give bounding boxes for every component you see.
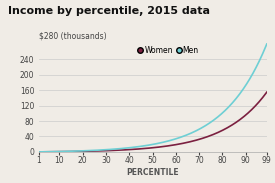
Legend: Women, Men: Women, Men [138,46,199,55]
Text: $280 (thousands): $280 (thousands) [39,31,106,40]
Text: Income by percentile, 2015 data: Income by percentile, 2015 data [8,6,210,16]
X-axis label: PERCENTILE: PERCENTILE [126,168,179,177]
